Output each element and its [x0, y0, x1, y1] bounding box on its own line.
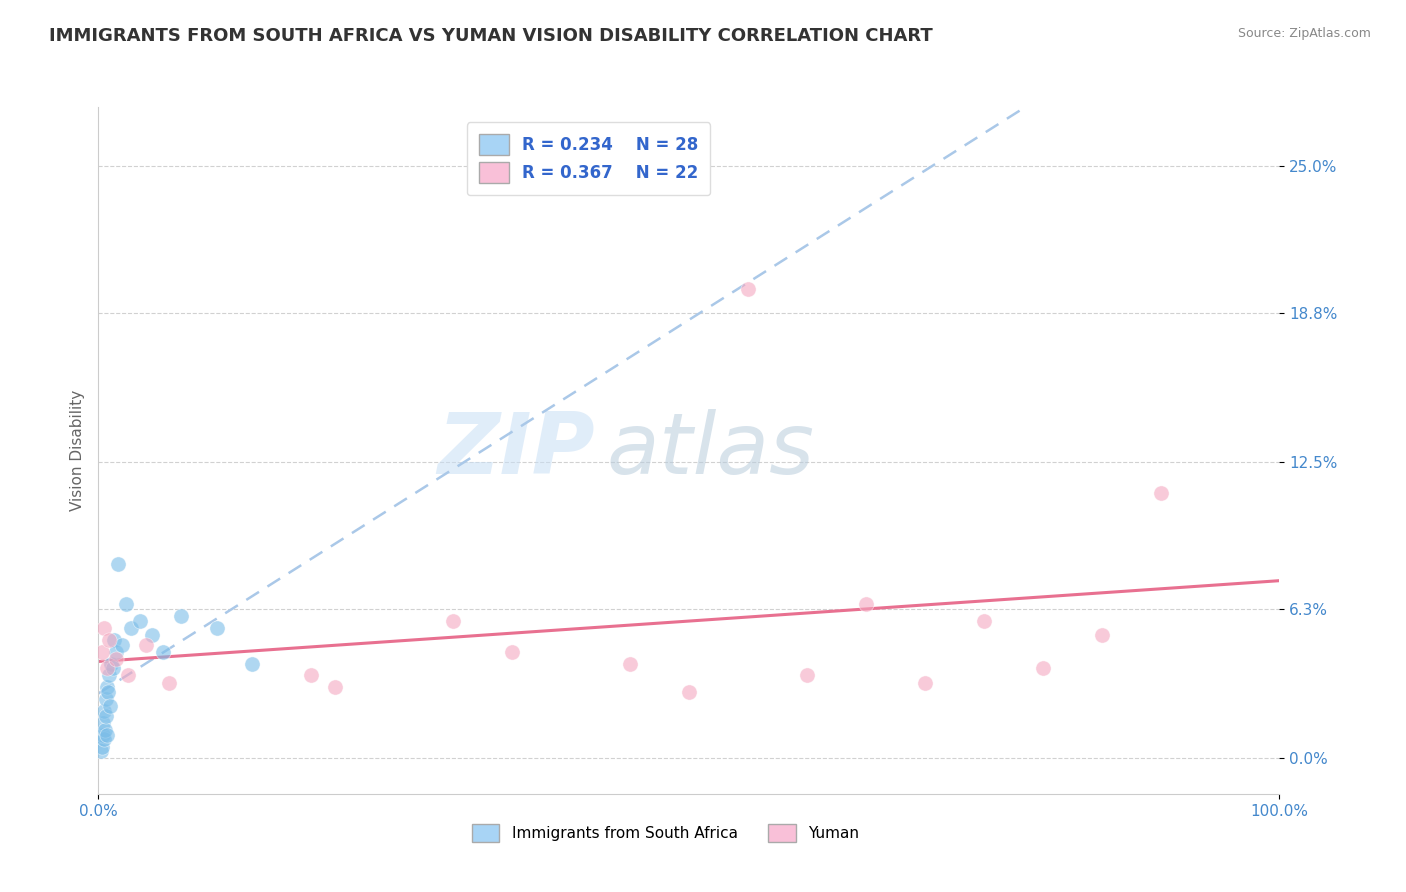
- Text: atlas: atlas: [606, 409, 814, 492]
- Point: [1091, 628, 1114, 642]
- Point: [94, 708, 117, 723]
- Point: [152, 645, 174, 659]
- Point: [914, 675, 936, 690]
- Point: [96, 728, 118, 742]
- Text: IMMIGRANTS FROM SOUTH AFRICA VS YUMAN VISION DISABILITY CORRELATION CHART: IMMIGRANTS FROM SOUTH AFRICA VS YUMAN VI…: [49, 27, 934, 45]
- Point: [973, 614, 995, 628]
- Point: [91, 715, 114, 730]
- Text: Source: ZipAtlas.com: Source: ZipAtlas.com: [1237, 27, 1371, 40]
- Point: [441, 614, 464, 628]
- Point: [94, 692, 117, 706]
- Point: [796, 668, 818, 682]
- Point: [97, 685, 120, 699]
- Point: [619, 657, 641, 671]
- Point: [100, 657, 122, 671]
- Legend: Immigrants from South Africa, Yuman: Immigrants from South Africa, Yuman: [465, 818, 865, 848]
- Point: [114, 598, 136, 612]
- Point: [1032, 661, 1054, 675]
- Point: [98, 668, 121, 682]
- Point: [737, 282, 759, 296]
- Point: [299, 668, 322, 682]
- Text: ZIP: ZIP: [437, 409, 595, 492]
- Point: [135, 638, 157, 652]
- Point: [501, 645, 523, 659]
- Point: [90, 744, 112, 758]
- Point: [101, 661, 124, 675]
- Point: [93, 732, 115, 747]
- Point: [141, 628, 163, 642]
- Point: [323, 681, 346, 695]
- Point: [93, 621, 115, 635]
- Point: [855, 598, 877, 612]
- Point: [91, 739, 114, 754]
- Point: [678, 685, 700, 699]
- Point: [157, 675, 180, 690]
- Point: [117, 668, 139, 682]
- Point: [96, 661, 118, 675]
- Point: [111, 638, 134, 652]
- Point: [93, 704, 115, 718]
- Point: [98, 699, 121, 714]
- Point: [205, 621, 228, 635]
- Y-axis label: Vision Disability: Vision Disability: [69, 390, 84, 511]
- Point: [91, 728, 114, 742]
- Point: [170, 609, 193, 624]
- Point: [128, 614, 150, 628]
- Point: [103, 632, 125, 647]
- Point: [98, 632, 121, 647]
- Point: [105, 645, 128, 659]
- Point: [107, 557, 129, 571]
- Point: [91, 645, 114, 659]
- Point: [121, 621, 143, 635]
- Point: [94, 723, 117, 737]
- Point: [105, 652, 128, 666]
- Point: [240, 657, 263, 671]
- Point: [96, 681, 118, 695]
- Point: [1150, 486, 1173, 500]
